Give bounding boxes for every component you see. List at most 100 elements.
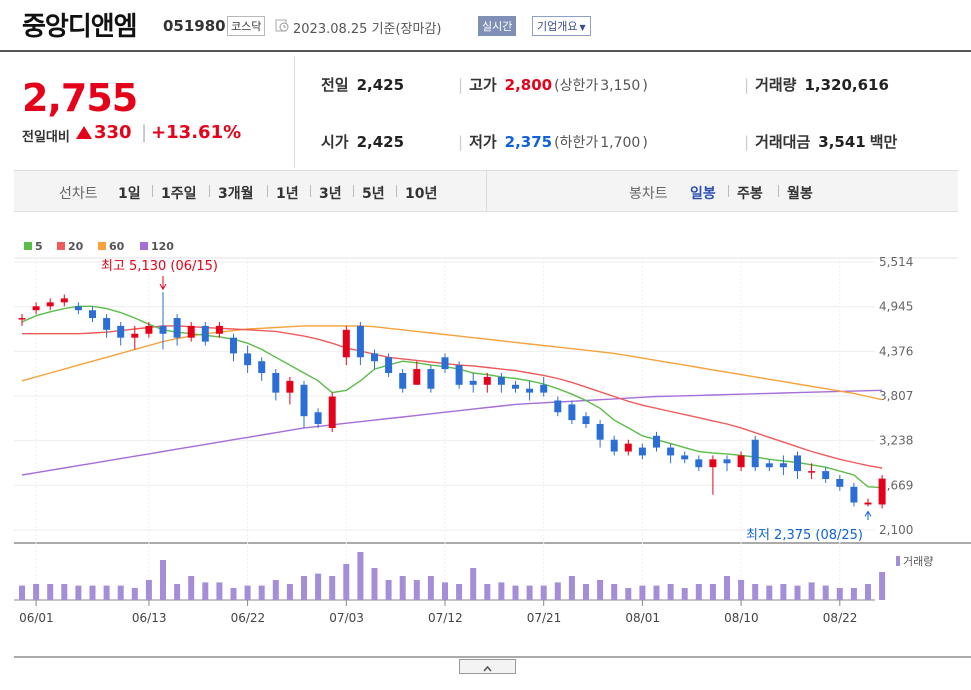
candle-body: [526, 388, 534, 393]
candle: [653, 431, 660, 452]
candle-body: [653, 435, 660, 448]
tab-1y[interactable]: 1년: [276, 186, 299, 202]
candle: [709, 455, 717, 495]
tab-monthly[interactable]: 월봉: [787, 186, 813, 202]
volume-bar: [611, 584, 618, 600]
candle-body: [554, 400, 562, 413]
candle-body: [399, 372, 407, 389]
tab-sep: [396, 185, 397, 197]
volume-bar: [526, 585, 533, 600]
open-price: 시가 2,425: [321, 133, 405, 151]
candle: [638, 443, 646, 460]
volume-bar: [625, 588, 632, 600]
volume-bar: [202, 582, 209, 600]
candle-body: [371, 353, 378, 362]
candle-body: [230, 337, 237, 354]
header-divider: [0, 50, 971, 52]
current-price: 2,755: [22, 76, 138, 120]
volume-legend-swatch: [896, 556, 900, 566]
candle: [681, 451, 689, 464]
volume-bar: [695, 584, 702, 600]
candle-body: [455, 365, 463, 385]
x-tick-label: 07/12: [428, 611, 463, 625]
low-price: | 저가 2,375 (하한가 1,700): [458, 133, 648, 151]
volume-bar: [427, 576, 434, 600]
candle-body: [328, 396, 336, 428]
volume-bar: [343, 564, 350, 600]
x-tick-label: 08/10: [724, 611, 759, 625]
tab-5y[interactable]: 5년: [362, 186, 385, 202]
base-date: 2023.08.25 기준(장마감): [293, 22, 442, 37]
tab-sep: [310, 185, 311, 197]
stock-code: 051980: [163, 17, 226, 35]
candle-body: [145, 325, 153, 334]
tab-weekly[interactable]: 주봉: [737, 186, 763, 202]
tab-1d[interactable]: 1일: [118, 186, 141, 202]
volume-bar: [230, 588, 237, 600]
candle: [850, 482, 858, 507]
candle: [441, 353, 449, 373]
volume-bar: [258, 585, 265, 600]
candle-body: [681, 455, 689, 460]
volume-bar: [145, 580, 152, 600]
volume-bar: [75, 585, 82, 600]
volume: | 거래량 1,320,616: [744, 76, 889, 94]
candle-body: [737, 455, 745, 468]
candle: [201, 321, 209, 346]
volume-bar: [879, 572, 886, 600]
volume-bar: [371, 568, 378, 600]
tab-daily[interactable]: 일봉: [690, 186, 716, 202]
y-tick-label: 4,376: [879, 344, 913, 358]
candle: [497, 372, 505, 393]
candle-body: [117, 325, 125, 338]
candle: [596, 420, 604, 448]
y-tick-label: 3,807: [879, 389, 913, 403]
candle-body: [258, 361, 266, 373]
tab-1w[interactable]: 1주일: [161, 186, 197, 202]
candle: [314, 408, 322, 428]
candle: [258, 357, 266, 381]
candle-body: [18, 318, 26, 320]
volume-bar: [780, 584, 787, 600]
volume-bar: [484, 584, 491, 600]
candle-body: [286, 380, 294, 393]
candle: [413, 361, 421, 385]
volume-bar: [540, 585, 547, 600]
realtime-button[interactable]: 실시간: [478, 16, 517, 36]
collapse-button[interactable]: [459, 659, 516, 674]
candle: [328, 392, 336, 432]
candle: [779, 455, 787, 476]
candle-body: [568, 404, 576, 421]
y-tick-label: 5,514: [879, 255, 913, 269]
prev-close: 전일 2,425: [321, 76, 405, 94]
candle: [836, 475, 844, 491]
volume-bar: [794, 585, 801, 600]
candle: [342, 325, 350, 366]
tab-3y[interactable]: 3년: [319, 186, 342, 202]
candle-body: [427, 369, 435, 389]
volume-bar: [47, 584, 54, 600]
candle-body: [667, 447, 675, 456]
candle-body: [836, 478, 844, 487]
candle: [427, 365, 435, 393]
company-overview-dropdown[interactable]: 기업개요 ▼: [532, 16, 591, 36]
candle: [737, 451, 745, 472]
tab-3m[interactable]: 3개월: [218, 186, 254, 202]
high-annotation: 최고 5,130 (06/15): [101, 259, 218, 274]
volume-bar: [357, 552, 364, 600]
candle-chart-label: 봉차트: [629, 186, 668, 202]
volume-bar: [19, 585, 25, 600]
volume-bar: [399, 576, 406, 600]
candle: [723, 455, 731, 472]
candle-body: [131, 333, 139, 338]
candle-body: [779, 463, 787, 468]
change-percent: | +13.61%: [141, 122, 242, 143]
candle: [864, 498, 872, 507]
candle-body: [596, 424, 604, 440]
candle-body: [356, 325, 364, 358]
tab-10y[interactable]: 10년: [405, 186, 438, 202]
candle: [145, 321, 153, 338]
volume-bar: [385, 580, 392, 600]
y-tick-label: 2,100: [879, 523, 913, 537]
tab-sep: [353, 185, 354, 197]
